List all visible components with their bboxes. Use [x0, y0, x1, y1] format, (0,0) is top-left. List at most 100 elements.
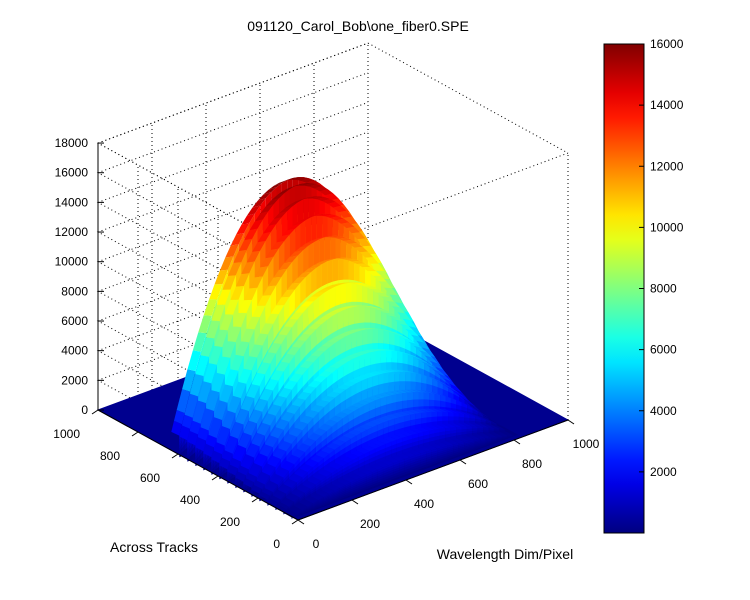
surface-patch	[394, 390, 408, 394]
surface-patch	[372, 394, 387, 399]
surface-patch	[287, 223, 301, 231]
surface-patch	[308, 264, 322, 269]
surface-patch	[214, 269, 228, 285]
surface-patch	[388, 424, 395, 433]
surface-patch	[251, 372, 266, 386]
surface-patch	[332, 283, 347, 285]
surface-patch	[353, 426, 368, 433]
surface-patch	[232, 381, 247, 399]
surface-patch	[313, 462, 319, 471]
surface-patch	[440, 408, 454, 413]
surface-patch	[440, 400, 446, 408]
surface-patch	[224, 429, 231, 450]
surface-patch	[399, 351, 414, 356]
surface-patch	[278, 326, 293, 336]
surface-patch	[254, 385, 260, 408]
surface-patch	[308, 323, 322, 330]
surface-patch	[235, 477, 238, 484]
surface-patch	[259, 374, 266, 397]
surface-patch	[262, 223, 277, 234]
surface-patch	[359, 284, 374, 287]
surface-patch	[219, 457, 230, 470]
surface-patch	[251, 305, 266, 317]
surface-patch	[389, 294, 403, 304]
surface-patch	[313, 239, 320, 267]
surface-patch	[217, 289, 231, 305]
surface-patch	[259, 388, 274, 401]
surface-patch	[278, 429, 284, 445]
surface-patch	[270, 493, 273, 498]
surface-patch	[214, 468, 217, 474]
surface-patch	[388, 371, 395, 383]
surface-patch	[203, 440, 206, 454]
surface-patch	[308, 213, 323, 217]
surface-patch	[416, 340, 430, 350]
surface-patch	[262, 413, 276, 426]
surface-patch	[324, 347, 330, 366]
surface-patch	[372, 430, 378, 439]
surface-patch	[305, 296, 320, 302]
surface-patch	[332, 368, 338, 385]
surface-patch	[300, 196, 315, 200]
surface-patch	[246, 443, 260, 458]
surface-patch	[359, 424, 373, 430]
surface-patch	[340, 447, 346, 456]
surface-patch	[396, 401, 403, 410]
surface-patch	[365, 257, 379, 264]
surface-patch	[351, 232, 366, 240]
surface-patch	[275, 467, 289, 478]
surface-patch	[326, 442, 341, 450]
surface-patch	[321, 319, 328, 341]
surface-patch	[361, 378, 368, 391]
surface-patch	[187, 431, 198, 446]
surface-patch	[276, 189, 290, 196]
surface-patch	[206, 320, 220, 339]
surface-patch	[364, 402, 370, 414]
surface-patch	[332, 214, 339, 242]
surface-patch	[335, 257, 349, 259]
surface-patch	[307, 433, 322, 441]
surface-patch	[214, 464, 217, 471]
surface-patch	[230, 478, 233, 483]
surface-patch	[251, 287, 258, 319]
surface-patch	[381, 296, 395, 302]
surface-patch	[375, 406, 381, 417]
surface-patch	[284, 234, 290, 266]
surface-patch	[321, 437, 327, 449]
surface-patch	[361, 397, 376, 403]
surface-patch	[262, 488, 273, 496]
surface-patch	[383, 391, 397, 396]
surface-patch	[270, 427, 284, 439]
surface-patch	[316, 197, 331, 202]
surface-patch	[424, 355, 438, 364]
surface-patch	[214, 442, 225, 455]
surface-patch	[182, 449, 185, 457]
surface-patch	[332, 335, 346, 340]
surface-patch	[372, 424, 378, 433]
surface-patch	[359, 413, 365, 424]
surface-patch	[389, 315, 403, 321]
surface-patch	[272, 484, 279, 494]
surface-patch	[297, 334, 311, 341]
surface-patch	[252, 198, 266, 208]
surface-patch	[259, 305, 266, 335]
surface-patch	[367, 376, 373, 389]
surface-patch	[297, 312, 303, 337]
surface-patch	[359, 328, 373, 330]
surface-patch	[383, 349, 398, 352]
surface-patch	[246, 370, 252, 395]
surface-patch	[318, 415, 325, 430]
surface-patch	[367, 427, 373, 436]
surface-patch	[310, 454, 324, 463]
surface-patch	[364, 410, 370, 422]
surface-patch	[432, 385, 438, 394]
surface-patch	[238, 461, 241, 471]
surface-patch	[238, 465, 249, 476]
surface-patch	[227, 395, 241, 414]
surface-patch	[338, 210, 352, 218]
surface-patch	[311, 292, 325, 297]
surface-patch	[219, 256, 234, 271]
surface-patch	[338, 257, 344, 281]
surface-patch	[376, 270, 390, 280]
surface-patch	[270, 305, 285, 314]
